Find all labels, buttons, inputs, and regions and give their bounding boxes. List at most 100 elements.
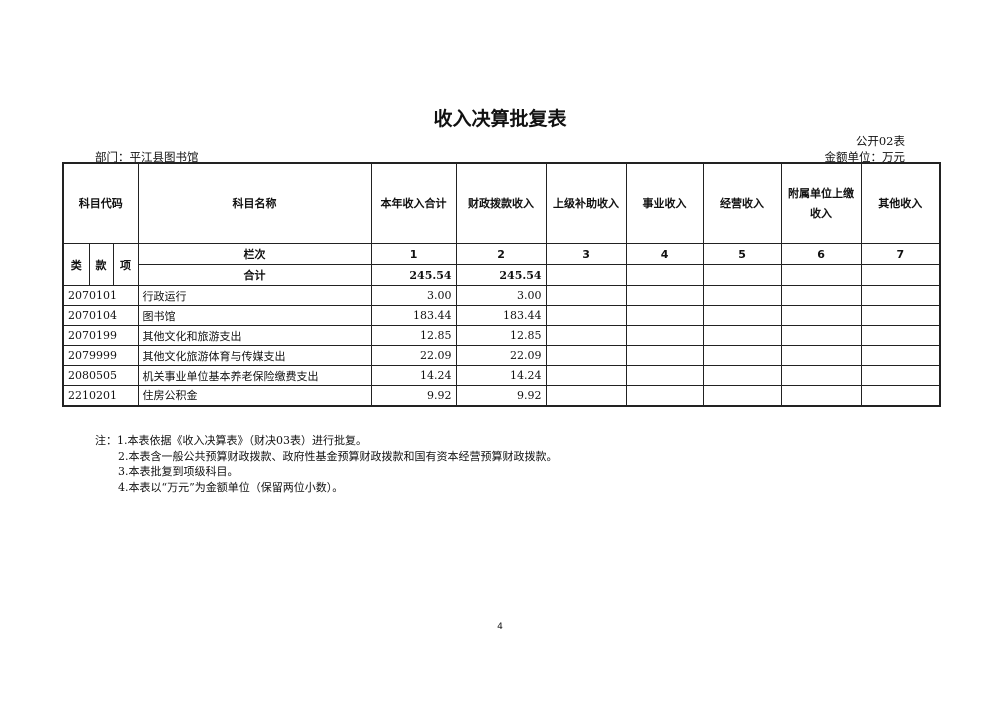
row-cell [780,305,862,326]
index-row: 类 款 项 栏次 1 2 3 4 5 6 7 [62,243,941,286]
total-value [625,264,704,286]
page-title: 收入决算批复表 [433,108,567,130]
row-code: 2210201 [62,385,139,406]
table-row: 2080505 机关事业单位基本养老保险缴费支出 14.24 14.24 [62,365,941,386]
row-cell [545,345,627,366]
row-fiscal: 12.85 [455,325,547,346]
index-num: 4 [625,243,704,265]
row-name: 住房公积金 [137,385,372,406]
row-cell [702,365,782,386]
row-cell [625,385,704,406]
row-name: 机关事业单位基本养老保险缴费支出 [137,365,372,386]
row-code: 2080505 [62,365,139,386]
index-num: 6 [780,243,862,265]
row-cell [860,345,941,366]
header-lei: 类 [62,243,90,286]
row-cell [545,325,627,346]
index-num: 1 [370,243,457,265]
header-col: 经营收入 [702,162,782,244]
row-fiscal: 22.09 [455,345,547,366]
index-num: 7 [860,243,941,265]
index-label: 栏次 [137,243,372,265]
table-row: 2079999 其他文化旅游体育与传媒支出 22.09 22.09 [62,345,941,366]
row-cell [702,385,782,406]
row-cell [702,325,782,346]
row-cell [702,345,782,366]
header-col: 本年收入合计 [370,162,457,244]
row-cell [545,385,627,406]
row-cell [780,325,862,346]
row-cell [860,305,941,326]
row-cell [545,305,627,326]
header-name: 科目名称 [137,162,372,244]
header-col: 其他收入 [860,162,941,244]
header-col: 上级补助收入 [545,162,627,244]
income-table: 科目代码 科目名称 本年收入合计 财政拨款收入 上级补助收入 事业收入 经营收入… [62,162,942,407]
header-xiang: 项 [112,243,139,286]
total-value [780,264,862,286]
total-row: 合计 245.54 245.54 [63,264,941,286]
row-total: 12.85 [370,325,457,346]
row-name: 行政运行 [137,285,372,306]
table-row: 2070101 行政运行 3.00 3.00 [62,285,941,306]
total-value [860,264,941,286]
row-cell [625,285,704,306]
table-number: 公开02表 [855,134,905,148]
table-row: 2070199 其他文化和旅游支出 12.85 12.85 [62,325,941,346]
total-value: 245.54 [455,264,547,286]
department: 部门：平江县图书馆 [95,150,199,164]
total-label: 合计 [137,264,372,286]
row-cell [860,365,941,386]
header-kuan: 款 [88,243,114,286]
index-num: 2 [455,243,547,265]
row-name: 其他文化和旅游支出 [137,325,372,346]
note: 2.本表含一般公共预算财政拨款、政府性基金预算财政拨款和国有资本经营预算财政拨款… [118,449,558,463]
total-value [702,264,782,286]
row-name: 其他文化旅游体育与传媒支出 [137,345,372,366]
row-cell [860,325,941,346]
total-value [545,264,627,286]
row-code: 2070199 [62,325,139,346]
row-code: 2079999 [62,345,139,366]
row-cell [545,285,627,306]
row-cell [860,285,941,306]
note: 注：1.本表依据《收入决算表》（财决03表）进行批复。 [95,434,367,447]
row-total: 9.92 [370,385,457,406]
row-cell [702,305,782,326]
index-num: 5 [702,243,782,265]
row-cell [625,305,704,326]
header-row: 科目代码 科目名称 本年收入合计 财政拨款收入 上级补助收入 事业收入 经营收入… [62,162,941,244]
notes: 注：1.本表依据《收入决算表》（财决03表）进行批复。 2.本表含一般公共预算财… [95,433,558,495]
row-name: 图书馆 [137,305,372,326]
note: 3.本表批复到项级科目。 [118,465,239,478]
row-code: 2070101 [62,285,139,306]
row-fiscal: 183.44 [455,305,547,326]
table-row: 2070104 图书馆 183.44 183.44 [62,305,941,326]
row-cell [780,365,862,386]
row-total: 14.24 [370,365,457,386]
total-value: 245.54 [370,264,457,286]
header-col: 附属单位上缴收入 [780,162,862,244]
row-cell [780,345,862,366]
row-cell [625,325,704,346]
header-col: 财政拨款收入 [455,162,547,244]
amount-unit: 金额单位：万元 [824,150,906,164]
row-cell [625,365,704,386]
table-row: 2210201 住房公积金 9.92 9.92 [62,385,941,406]
row-fiscal: 9.92 [455,385,547,406]
row-fiscal: 3.00 [455,285,547,306]
row-code: 2070104 [62,305,139,326]
row-cell [625,345,704,366]
page-number: 4 [497,622,503,632]
row-total: 183.44 [370,305,457,326]
row-cell [860,385,941,406]
note: 4.本表以“万元”为金额单位（保留两位小数）。 [118,480,344,494]
row-cell [545,365,627,386]
row-total: 22.09 [370,345,457,366]
row-cell [702,285,782,306]
header-col: 事业收入 [625,162,704,244]
index-num: 3 [545,243,627,265]
row-fiscal: 14.24 [455,365,547,386]
header-code: 科目代码 [62,162,139,244]
row-total: 3.00 [370,285,457,306]
